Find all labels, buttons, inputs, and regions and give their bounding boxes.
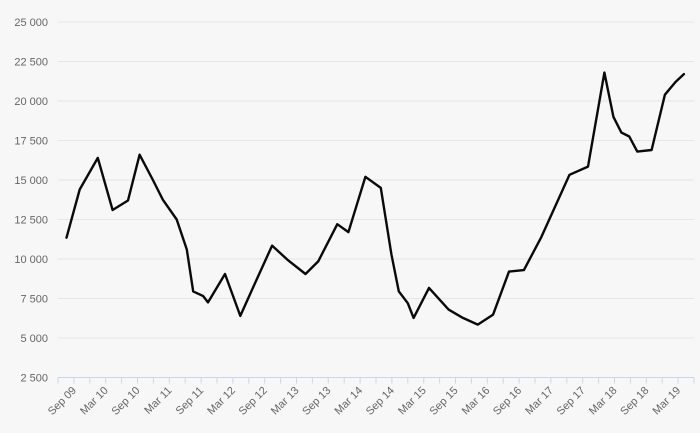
x-axis-label: Sep 18 — [618, 385, 651, 418]
y-axis-label: 17 500 — [14, 136, 48, 148]
x-axis-label: Mar 19 — [651, 385, 684, 418]
y-axis-label: 7 500 — [20, 294, 48, 306]
y-axis-label: 20 000 — [14, 96, 48, 108]
x-axis-label: Sep 11 — [174, 385, 207, 418]
x-axis-label: Sep 17 — [555, 385, 588, 418]
x-axis-label: Mar 14 — [333, 385, 366, 418]
y-axis-label: 22 500 — [14, 57, 48, 69]
y-axis-label: 2 500 — [20, 373, 48, 385]
x-axis-label: Sep 09 — [46, 385, 79, 418]
x-axis-label: Mar 11 — [142, 385, 174, 417]
x-axis-label: Sep 12 — [237, 385, 270, 418]
y-axis-label: 12 500 — [14, 215, 48, 227]
x-axis-label: Mar 12 — [205, 385, 238, 418]
y-axis-label: 15 000 — [14, 175, 48, 187]
x-axis-label: Mar 16 — [460, 385, 493, 418]
x-axis-label: Sep 10 — [109, 385, 142, 418]
series-line — [65, 71, 686, 326]
y-axis-label: 25 000 — [14, 17, 48, 29]
x-axis-label: Mar 10 — [78, 385, 111, 418]
x-axis-label: Mar 18 — [587, 385, 620, 418]
x-axis-label: Sep 15 — [427, 385, 460, 418]
x-axis-label: Sep 14 — [364, 385, 397, 418]
y-axis-label: 5 000 — [20, 333, 48, 345]
x-axis-label: Mar 15 — [396, 385, 429, 418]
x-axis-label: Mar 17 — [523, 385, 556, 418]
x-axis-label: Sep 13 — [300, 385, 333, 418]
y-axis-label: 10 000 — [14, 254, 48, 266]
x-axis-label: Mar 13 — [269, 385, 302, 418]
x-axis-label: Sep 16 — [491, 385, 524, 418]
